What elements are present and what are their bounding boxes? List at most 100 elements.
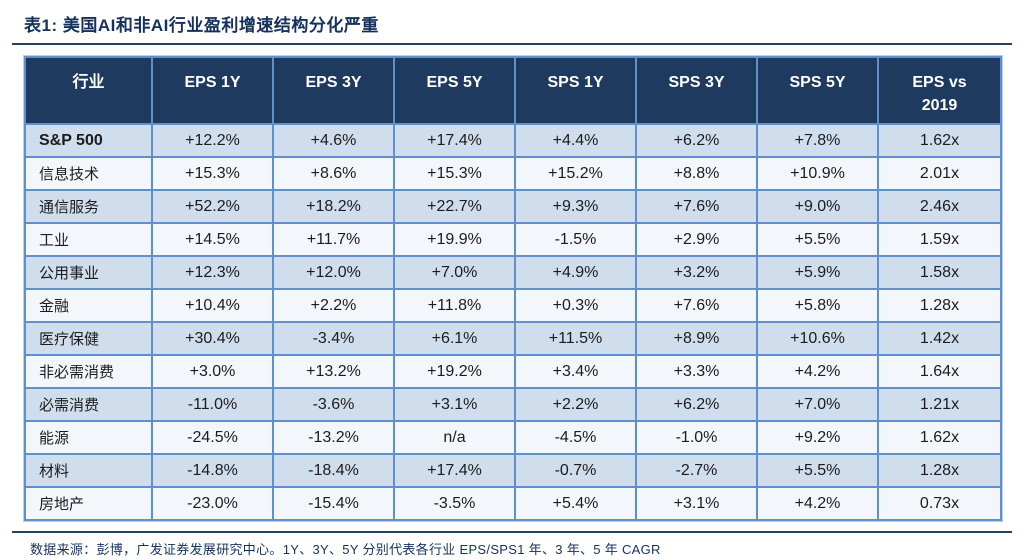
industry-cell: 能源 (24, 420, 153, 455)
value-cell: 1.62x (877, 123, 1002, 158)
value-cell: +19.2% (393, 354, 516, 389)
value-cell: +15.2% (514, 156, 637, 191)
value-cell: +5.8% (756, 288, 879, 323)
value-cell: +9.3% (514, 189, 637, 224)
value-cell: +5.5% (756, 453, 879, 488)
value-cell: -3.4% (272, 321, 395, 356)
value-cell: +9.0% (756, 189, 879, 224)
value-cell: -1.5% (514, 222, 637, 257)
industry-cell: 材料 (24, 453, 153, 488)
value-cell: 1.58x (877, 255, 1002, 290)
value-cell: +5.5% (756, 222, 879, 257)
title-divider (12, 43, 1012, 45)
industry-cell: 金融 (24, 288, 153, 323)
header-row: 行业 EPS 1Y EPS 3Y EPS 5Y SPS 1Y SPS 3Y SP… (24, 56, 1002, 125)
value-cell: +4.2% (756, 354, 879, 389)
value-cell: +17.4% (393, 123, 516, 158)
value-cell: +22.7% (393, 189, 516, 224)
value-cell: +10.6% (756, 321, 879, 356)
value-cell: -15.4% (272, 486, 395, 521)
value-cell: +4.2% (756, 486, 879, 521)
table-row: 金融 +10.4% +2.2% +11.8% +0.3% +7.6% +5.8% 1.28x (24, 288, 1002, 323)
value-cell: 1.59x (877, 222, 1002, 257)
value-cell: -24.5% (151, 420, 274, 455)
column-header-eps-3y: EPS 3Y (272, 56, 395, 125)
value-cell: +3.0% (151, 354, 274, 389)
value-cell: -18.4% (272, 453, 395, 488)
value-cell: 2.46x (877, 189, 1002, 224)
table-body: S&P 500 +12.2% +4.6% +17.4% +4.4% +6.2% +7.8% 1… (24, 123, 1002, 521)
value-cell: +17.4% (393, 453, 516, 488)
value-cell: -0.7% (514, 453, 637, 488)
value-cell: +12.3% (151, 255, 274, 290)
value-cell: 2.01x (877, 156, 1002, 191)
value-cell: +8.8% (635, 156, 758, 191)
industry-cell: 房地产 (24, 486, 153, 521)
industry-cell: 通信服务 (24, 189, 153, 224)
value-cell: +14.5% (151, 222, 274, 257)
data-source-note: 数据来源：彭博，广发证券发展研究中心。1Y、3Y、5Y 分别代表各行业 EPS/… (30, 542, 661, 557)
value-cell: +6.2% (635, 387, 758, 422)
table-row: 必需消费 -11.0% -3.6% +3.1% +2.2% +6.2% +7.0% 1.21x (24, 387, 1002, 422)
value-cell: +12.2% (151, 123, 274, 158)
value-cell: 0.73x (877, 486, 1002, 521)
value-cell: +15.3% (393, 156, 516, 191)
value-cell: +7.6% (635, 189, 758, 224)
value-cell: +10.9% (756, 156, 879, 191)
value-cell: -2.7% (635, 453, 758, 488)
value-cell: +30.4% (151, 321, 274, 356)
value-cell: +7.6% (635, 288, 758, 323)
industry-cell: 工业 (24, 222, 153, 257)
value-cell: +9.2% (756, 420, 879, 455)
column-header-sps-1y: SPS 1Y (514, 56, 637, 125)
value-cell: +6.2% (635, 123, 758, 158)
industry-cell: 非必需消费 (24, 354, 153, 389)
value-cell: 1.62x (877, 420, 1002, 455)
industry-cell: 公用事业 (24, 255, 153, 290)
value-cell: +5.9% (756, 255, 879, 290)
table-header: 行业 EPS 1Y EPS 3Y EPS 5Y SPS 1Y SPS 3Y SP… (24, 56, 1002, 125)
value-cell: -23.0% (151, 486, 274, 521)
value-cell: +8.6% (272, 156, 395, 191)
column-header-eps-vs-2019: EPS vs 2019 (877, 56, 1002, 125)
value-cell: +2.9% (635, 222, 758, 257)
value-cell: -3.6% (272, 387, 395, 422)
value-cell: +5.4% (514, 486, 637, 521)
value-cell: +4.6% (272, 123, 395, 158)
table-row: 通信服务 +52.2% +18.2% +22.7% +9.3% +7.6% +9.0% 2.4… (24, 189, 1002, 224)
value-cell: +0.3% (514, 288, 637, 323)
industry-cell: 医疗保健 (24, 321, 153, 356)
value-cell: +15.3% (151, 156, 274, 191)
value-cell: +12.0% (272, 255, 395, 290)
value-cell: +7.8% (756, 123, 879, 158)
value-cell: +10.4% (151, 288, 274, 323)
column-header-sps-5y: SPS 5Y (756, 56, 879, 125)
value-cell: +3.4% (514, 354, 637, 389)
value-cell: +3.2% (635, 255, 758, 290)
table-title: 表1: 美国AI和非AI行业盈利增速结构分化严重 (24, 16, 379, 35)
column-header-industry: 行业 (24, 56, 153, 125)
table-row: 材料 -14.8% -18.4% +17.4% -0.7% -2.7% +5.5% 1.28x (24, 453, 1002, 488)
value-cell: +11.5% (514, 321, 637, 356)
value-cell: +18.2% (272, 189, 395, 224)
value-cell: 1.28x (877, 288, 1002, 323)
industry-cell: 信息技术 (24, 156, 153, 191)
table-row: 公用事业 +12.3% +12.0% +7.0% +4.9% +3.2% +5.9% 1.58… (24, 255, 1002, 290)
footer-divider (12, 531, 1012, 533)
column-header-sps-3y: SPS 3Y (635, 56, 758, 125)
value-cell: +19.9% (393, 222, 516, 257)
value-cell: -14.8% (151, 453, 274, 488)
table-row: S&P 500 +12.2% +4.6% +17.4% +4.4% +6.2% +7.8% 1… (24, 123, 1002, 158)
value-cell: +6.1% (393, 321, 516, 356)
value-cell: +3.3% (635, 354, 758, 389)
value-cell: +3.1% (635, 486, 758, 521)
table-row: 工业 +14.5% +11.7% +19.9% -1.5% +2.9% +5.5% 1.59x (24, 222, 1002, 257)
value-cell: +11.7% (272, 222, 395, 257)
value-cell: 1.42x (877, 321, 1002, 356)
table-row: 医疗保健 +30.4% -3.4% +6.1% +11.5% +8.9% +10.6% 1.4… (24, 321, 1002, 356)
value-cell: +2.2% (514, 387, 637, 422)
value-cell: -13.2% (272, 420, 395, 455)
sector-earnings-table: 行业 EPS 1Y EPS 3Y EPS 5Y SPS 1Y SPS 3Y SP… (24, 56, 1002, 521)
value-cell: n/a (393, 420, 516, 455)
